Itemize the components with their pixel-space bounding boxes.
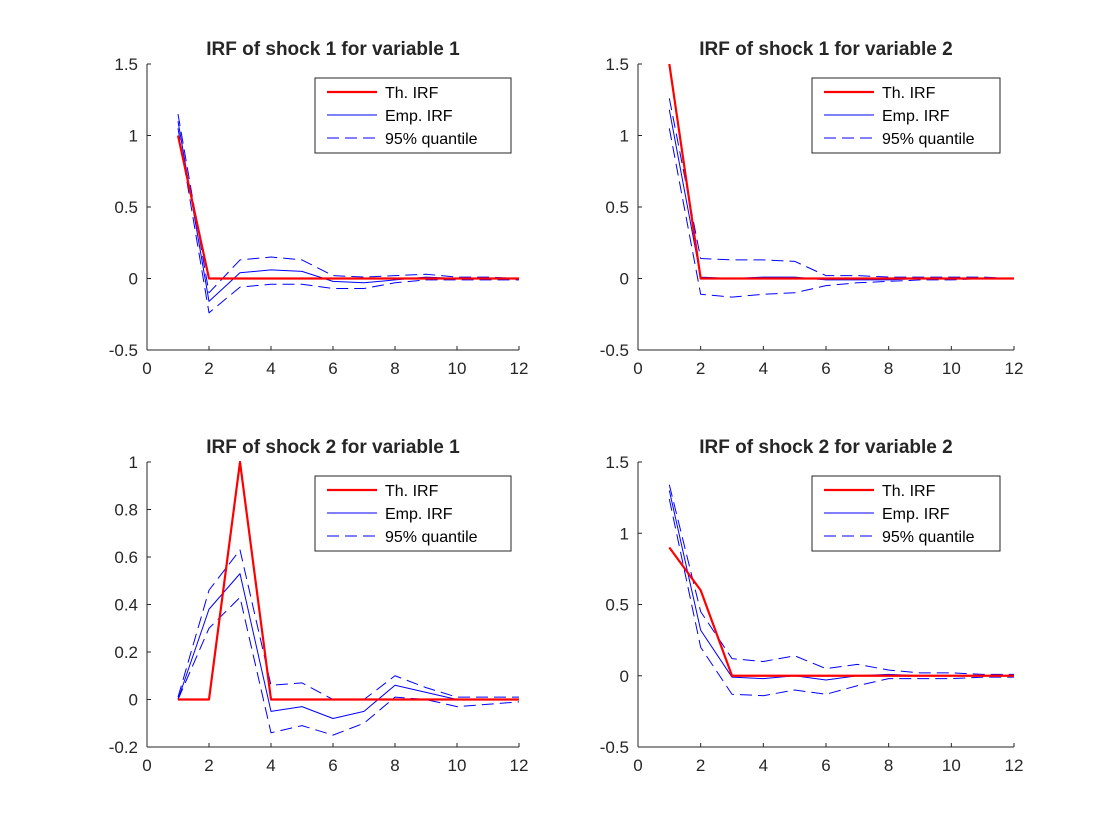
legend: Th. IRF Emp. IRF 95% quantile: [811, 475, 1001, 552]
y-tick-label: 1: [620, 127, 629, 146]
x-tick-label: 6: [328, 359, 337, 378]
legend-label: 95% quantile: [385, 529, 478, 546]
x-tick-label: 4: [266, 359, 275, 378]
y-tick-label: -0.5: [600, 738, 629, 757]
legend-label: Emp. IRF: [882, 108, 950, 125]
y-tick-label: 1: [129, 127, 138, 146]
legend-label: Th. IRF: [385, 85, 439, 102]
y-tick-label: -0.5: [600, 341, 629, 360]
x-tick-label: 12: [510, 756, 529, 775]
legend-label: 95% quantile: [385, 131, 478, 148]
x-tick-label: 4: [759, 359, 768, 378]
x-tick-label: 0: [633, 359, 642, 378]
x-tick-label: 2: [204, 359, 213, 378]
y-tick-label: -0.5: [109, 341, 138, 360]
y-tick-label: 0.2: [114, 643, 138, 662]
x-tick-label: 10: [448, 359, 467, 378]
x-tick-label: 2: [204, 756, 213, 775]
legend-label: 95% quantile: [882, 529, 975, 546]
y-tick-label: 0.8: [114, 501, 138, 520]
chart-title: IRF of shock 1 for variable 1: [206, 39, 460, 60]
legend: Th. IRF Emp. IRF 95% quantile: [314, 77, 512, 154]
y-tick-label: 0.5: [605, 198, 629, 217]
y-tick-label: 1.5: [605, 453, 629, 472]
x-tick-label: 2: [696, 756, 705, 775]
series-th-irf: [178, 460, 519, 701]
x-tick-label: 4: [266, 756, 275, 775]
y-tick-label: 0: [620, 667, 629, 686]
legend-label: Th. IRF: [385, 483, 439, 500]
y-tick-label: 1: [129, 453, 138, 472]
x-tick-label: 4: [759, 756, 768, 775]
chart-title: IRF of shock 2 for variable 1: [206, 437, 460, 458]
y-tick-label: 1: [620, 524, 629, 543]
y-tick-label: 0.6: [114, 548, 138, 567]
x-tick-label: 12: [1005, 756, 1024, 775]
x-tick-label: 12: [1005, 359, 1024, 378]
y-tick-label: 0: [129, 691, 138, 710]
x-tick-label: 12: [510, 359, 529, 378]
series-95-quantile: [668, 484, 1014, 675]
chart-title: IRF of shock 2 for variable 2: [699, 437, 952, 458]
legend-label: Th. IRF: [882, 85, 936, 102]
x-tick-label: 0: [633, 756, 642, 775]
series-95-quantile: [668, 128, 1014, 298]
series-95-quantile: [177, 596, 520, 736]
series-95-quantile: [177, 128, 519, 314]
y-tick-label: 1.5: [114, 55, 138, 74]
x-tick-label: 0: [142, 756, 151, 775]
x-tick-label: 6: [821, 359, 830, 378]
x-tick-label: 8: [884, 359, 893, 378]
y-tick-label: 0: [129, 270, 138, 289]
y-tick-label: 0.4: [114, 596, 138, 615]
series-95-quantile: [177, 113, 520, 294]
series-95-quantile: [668, 498, 1014, 697]
y-tick-label: -0.2: [109, 738, 138, 757]
legend: Th. IRF Emp. IRF 95% quantile: [811, 77, 1001, 154]
y-tick-label: 1.5: [605, 55, 629, 74]
x-tick-label: 0: [142, 359, 151, 378]
legend-label: Th. IRF: [882, 483, 936, 500]
x-tick-label: 6: [821, 756, 830, 775]
series-95-quantile: [177, 549, 519, 700]
x-tick-label: 6: [328, 756, 337, 775]
legend-label: Emp. IRF: [385, 108, 453, 125]
x-tick-label: 8: [390, 756, 399, 775]
x-tick-label: 2: [696, 359, 705, 378]
legend-label: 95% quantile: [882, 131, 975, 148]
x-tick-label: 8: [390, 359, 399, 378]
y-tick-label: 0.5: [114, 198, 138, 217]
x-tick-label: 10: [448, 756, 467, 775]
series-th-irf: [176, 135, 519, 280]
series-95-quantile: [668, 98, 1015, 279]
x-tick-label: 10: [942, 359, 961, 378]
legend-label: Emp. IRF: [882, 506, 950, 523]
legend: Th. IRF Emp. IRF 95% quantile: [314, 475, 512, 552]
series-th-irf: [668, 546, 1014, 677]
legend-label: Emp. IRF: [385, 506, 453, 523]
chart-title: IRF of shock 1 for variable 2: [699, 39, 952, 60]
y-tick-label: 0.5: [605, 596, 629, 615]
series-th-irf: [668, 63, 1014, 280]
x-tick-label: 8: [884, 756, 893, 775]
x-tick-label: 10: [942, 756, 961, 775]
y-tick-label: 0: [620, 270, 629, 289]
